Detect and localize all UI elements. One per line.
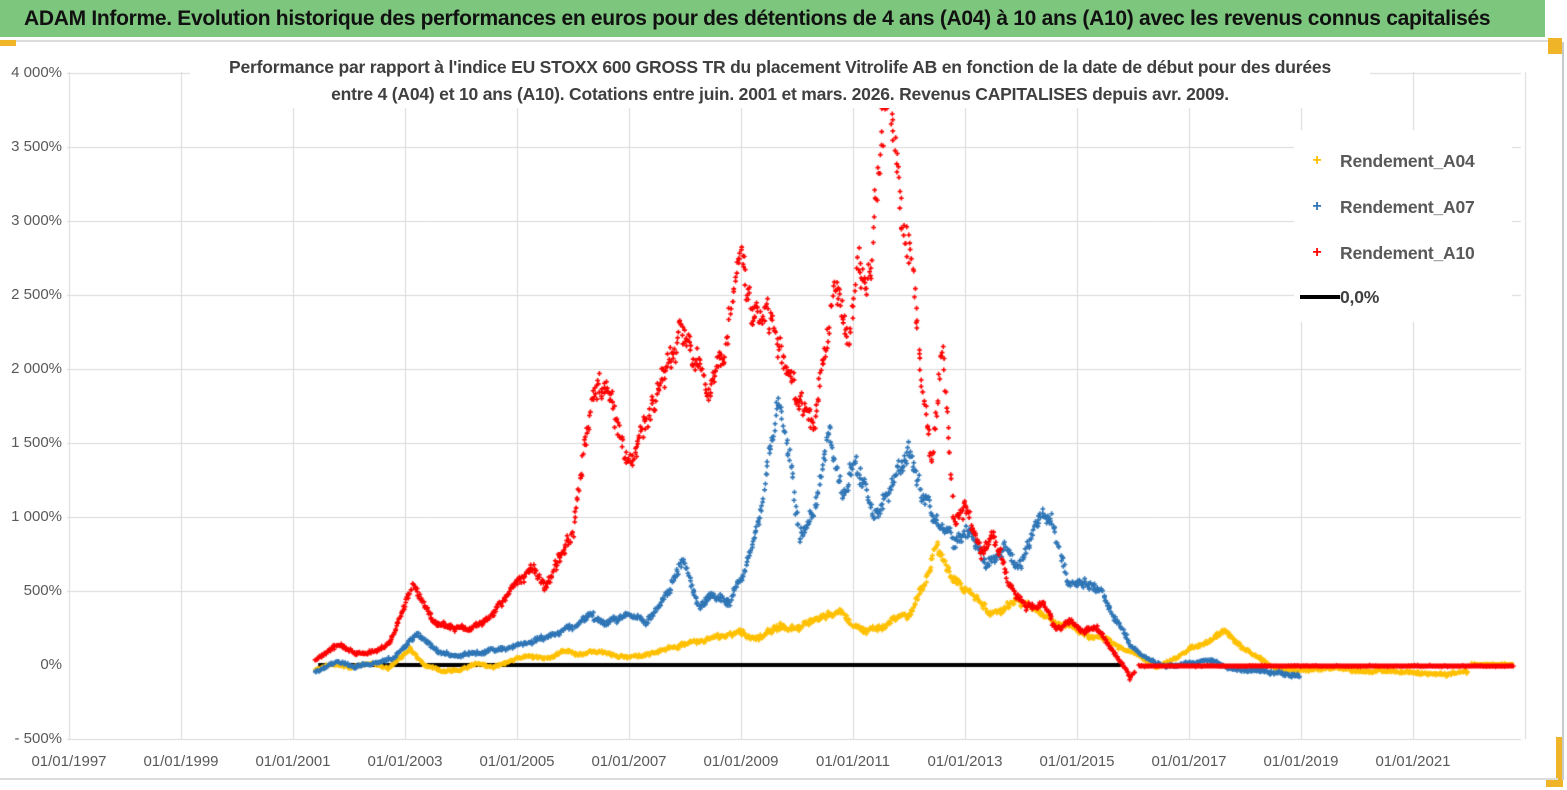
y-tick-label: - 500% xyxy=(14,730,62,747)
legend-label: Rendement_A07 xyxy=(1340,196,1475,217)
header-underline xyxy=(15,40,1555,42)
x-tick-label: 01/01/2005 xyxy=(479,753,555,770)
x-tick-label: 01/01/2003 xyxy=(367,753,443,770)
header-bar: ADAM Informe. Evolution historique des p… xyxy=(0,0,1545,37)
y-tick-label: 2 000% xyxy=(11,360,62,377)
legend-item-rendement-a10: + Rendement_A10 xyxy=(1294,238,1512,268)
x-tick-label: 01/01/2017 xyxy=(1151,753,1227,770)
y-tick-label: 1 500% xyxy=(11,434,62,451)
legend-label: 0,0% xyxy=(1340,286,1380,307)
window-border-right xyxy=(1562,42,1564,780)
y-tick-label: 1 000% xyxy=(11,508,62,525)
y-tick-label: 0% xyxy=(40,656,62,673)
legend-item-zero-line: 0,0% xyxy=(1294,282,1512,312)
y-tick-label: 2 500% xyxy=(11,286,62,303)
plus-marker-icon: + xyxy=(1312,198,1322,215)
x-tick-label: 01/01/1997 xyxy=(31,753,107,770)
chart-legend: + Rendement_A04 + Rendement_A07 + Rendem… xyxy=(1294,130,1512,322)
legend-item-rendement-a07: + Rendement_A07 xyxy=(1294,192,1512,222)
y-tick-label: 3 000% xyxy=(11,212,62,229)
gold-accent-top-right xyxy=(1548,38,1562,54)
x-tick-label: 01/01/2009 xyxy=(703,753,779,770)
x-tick-label: 01/01/2015 xyxy=(1039,753,1115,770)
x-tick-label: 01/01/2019 xyxy=(1263,753,1339,770)
x-tick-label: 01/01/2011 xyxy=(816,753,890,770)
x-tick-label: 01/01/2021 xyxy=(1375,753,1451,770)
chart-title-line1: Performance par rapport à l'indice EU ST… xyxy=(229,57,1331,77)
legend-label: Rendement_A04 xyxy=(1340,150,1475,171)
gold-accent-top-left xyxy=(0,40,16,46)
y-tick-label: 4 000% xyxy=(11,64,62,81)
x-tick-label: 01/01/2007 xyxy=(591,753,667,770)
zero-line-swatch xyxy=(1300,295,1340,299)
plus-marker-icon: + xyxy=(1312,244,1322,261)
x-tick-label: 01/01/2013 xyxy=(927,753,1003,770)
plus-marker-icon: + xyxy=(1312,152,1322,169)
gold-corner-bottom-right-horizontal xyxy=(1546,779,1563,787)
chart-title-line2: entre 4 (A04) et 10 ans (A10). Cotations… xyxy=(331,84,1229,104)
chart-title: Performance par rapport à l'indice EU ST… xyxy=(190,54,1370,108)
y-tick-label: 500% xyxy=(23,582,62,599)
x-tick-label: 01/01/2001 xyxy=(255,753,331,770)
y-tick-label: 3 500% xyxy=(11,138,62,155)
window-border-bottom xyxy=(0,778,1558,780)
gold-corner-bottom-right-vertical xyxy=(1556,737,1563,787)
legend-item-rendement-a04: + Rendement_A04 xyxy=(1294,146,1512,176)
x-tick-label: 01/01/1999 xyxy=(143,753,219,770)
header-title: ADAM Informe. Evolution historique des p… xyxy=(24,6,1491,30)
legend-label: Rendement_A10 xyxy=(1340,242,1475,263)
